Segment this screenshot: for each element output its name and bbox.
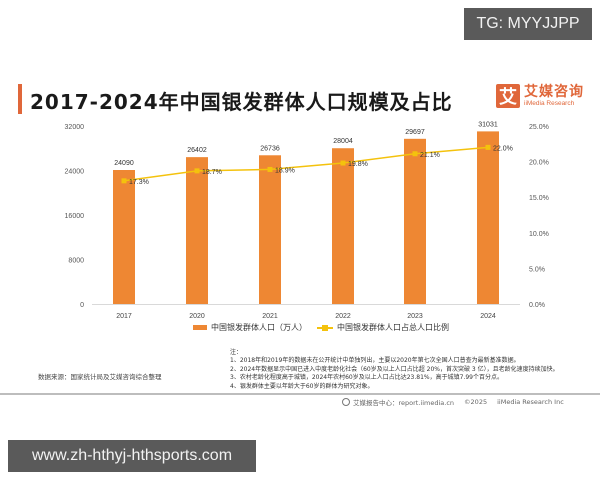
left-axis-tick-label: 0 bbox=[80, 302, 84, 309]
bar-value-label: 26736 bbox=[260, 145, 280, 152]
bar-value-label: 26402 bbox=[187, 147, 207, 154]
left-axis-tick-label: 8000 bbox=[68, 258, 84, 265]
data-source: 数据来源：国家统计局及艾媒咨询综合整理 bbox=[38, 373, 162, 381]
legend-item-population: 中国银发群体人口（万人） bbox=[193, 322, 307, 333]
x-axis-tick-label: 2022 bbox=[335, 313, 351, 320]
notes-heading: 注： bbox=[230, 349, 243, 356]
title-accent-bar bbox=[18, 84, 22, 114]
logo-chinese-name: 艾媒咨询 bbox=[524, 83, 584, 100]
x-axis-tick-label: 2023 bbox=[407, 313, 423, 320]
ratio-marker bbox=[340, 160, 346, 166]
ratio-marker bbox=[412, 151, 418, 157]
x-axis-tick-label: 2021 bbox=[262, 313, 278, 320]
legend-label-population: 中国银发群体人口（万人） bbox=[211, 323, 307, 332]
footer-divider bbox=[0, 393, 600, 395]
note-item: 3、农村老龄化程度高于城镇，2024年农村60岁及以上人口占比达23.81%，高… bbox=[230, 374, 503, 382]
x-axis-tick-label: 2017 bbox=[116, 313, 132, 320]
legend-label-ratio: 中国银发群体人口占总人口比例 bbox=[337, 323, 449, 332]
ratio-value-label: 21.1% bbox=[420, 152, 440, 159]
report-footer: 艾媒报告中心：report.iimedia.cn ©2025 iiMedia R… bbox=[342, 397, 574, 407]
ratio-marker bbox=[194, 168, 200, 174]
logo-english-name: iiMedia Research bbox=[524, 99, 575, 107]
right-axis-tick-label: 15.0% bbox=[529, 195, 549, 202]
left-axis-tick-label: 24000 bbox=[65, 169, 85, 176]
chart-title: 2017-2024年中国银发群体人口规模及占比 bbox=[30, 90, 453, 114]
x-axis-tick-label: 2024 bbox=[480, 313, 496, 320]
left-axis-tick-label: 32000 bbox=[65, 124, 85, 131]
report-center-icon bbox=[342, 398, 350, 406]
ratio-value-label: 18.9% bbox=[275, 167, 295, 174]
legend-item-ratio: 中国银发群体人口占总人口比例 bbox=[317, 322, 449, 333]
ratio-value-label: 19.8% bbox=[348, 161, 368, 168]
ratio-marker bbox=[121, 178, 127, 184]
bar-swatch-icon bbox=[193, 325, 207, 330]
bar-value-label: 31031 bbox=[478, 121, 498, 128]
ratio-marker bbox=[267, 166, 273, 172]
ratio-marker bbox=[485, 144, 491, 150]
url-watermark-badge: www.zh-hthyj-hthsports.com bbox=[8, 440, 256, 472]
right-axis-tick-label: 0.0% bbox=[529, 302, 545, 309]
right-axis-tick-label: 5.0% bbox=[529, 266, 545, 273]
note-item: 1、2018年和2019年的数据未在公开统计中单独列出，主要以2020年第七次全… bbox=[230, 357, 520, 365]
right-axis-tick-label: 20.0% bbox=[529, 160, 549, 167]
ratio-value-label: 17.3% bbox=[129, 179, 149, 186]
bar-2022 bbox=[332, 148, 354, 304]
chart-notes: 注： 1、2018年和2019年的数据未在公开统计中单独列出，主要以2020年第… bbox=[230, 349, 559, 391]
bar-value-label: 28004 bbox=[333, 138, 353, 145]
tg-watermark-badge: TG: MYYJJPP bbox=[464, 8, 592, 40]
chart-legend: 中国银发群体人口（万人） 中国银发群体人口占总人口比例 bbox=[193, 322, 459, 333]
bar-2017 bbox=[113, 169, 135, 304]
line-marker-swatch-icon bbox=[317, 324, 333, 332]
footer-company: iiMedia Research Inc bbox=[497, 398, 564, 406]
bar-2023 bbox=[404, 138, 426, 304]
note-item: 4、银发群体主要以年龄大于60岁的群体为研究对象。 bbox=[230, 382, 374, 390]
ratio-line bbox=[123, 146, 489, 182]
iimedia-logo: 艾 艾媒咨询 iiMedia Research bbox=[496, 84, 584, 108]
note-item: 2、2024年数据显示中国已进入中度老龄化社会（60岁及以上人口占比超 20%，… bbox=[230, 365, 559, 373]
bar-2020 bbox=[186, 157, 208, 304]
right-axis-tick-label: 10.0% bbox=[529, 231, 549, 238]
ratio-value-label: 18.7% bbox=[202, 169, 222, 176]
logo-mark-icon: 艾 bbox=[496, 84, 520, 108]
footer-copyright: ©2025 bbox=[464, 398, 488, 406]
x-axis-tick-label: 2020 bbox=[189, 313, 205, 320]
bar-2021 bbox=[259, 155, 281, 304]
bar-value-label: 24090 bbox=[114, 160, 134, 167]
bar-2024 bbox=[477, 131, 499, 304]
bar-value-label: 29697 bbox=[405, 129, 425, 136]
left-axis-tick-label: 16000 bbox=[65, 213, 85, 220]
right-axis-tick-label: 25.0% bbox=[529, 124, 549, 131]
footer-report-center: 艾媒报告中心：report.iimedia.cn bbox=[353, 399, 455, 407]
ratio-value-label: 22.0% bbox=[493, 145, 513, 152]
